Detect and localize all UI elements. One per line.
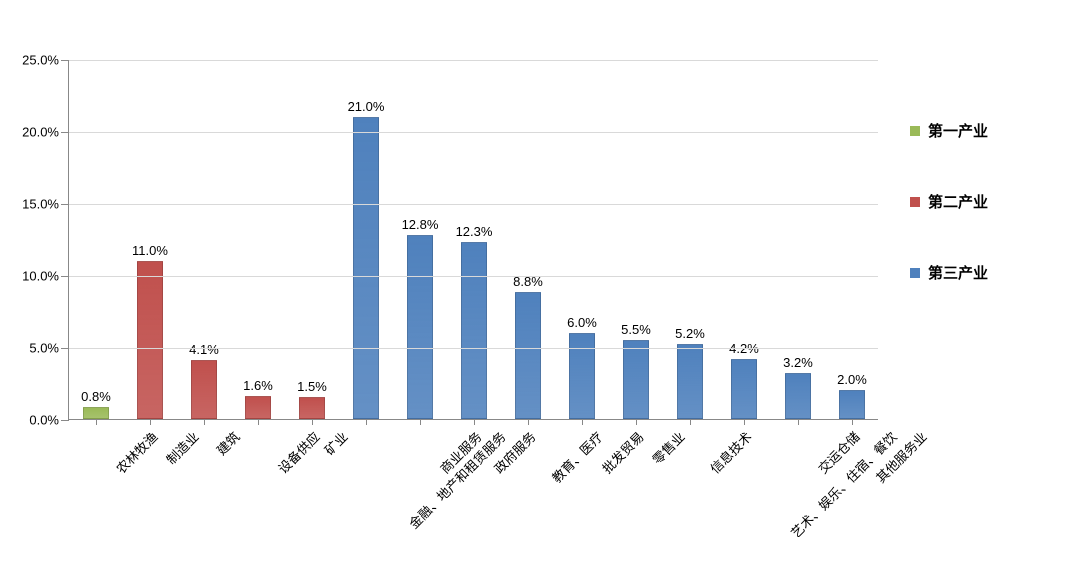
y-tick [61, 60, 69, 61]
legend-label: 第一产业 [928, 120, 988, 141]
x-tick [744, 419, 745, 425]
legend-label: 第二产业 [928, 191, 988, 212]
bar: 6.0% [569, 333, 595, 419]
bar-slot: 21.0%金融、地产和租赁服务 [339, 60, 393, 419]
x-tick [150, 419, 151, 425]
x-tick [258, 419, 259, 425]
bar-value-label: 11.0% [132, 243, 168, 258]
plot-area: 0.8%农林牧渔11.0%制造业4.1%建筑1.6%设备供应1.5%矿业21.0… [68, 60, 878, 420]
bar-value-label: 3.2% [783, 355, 813, 370]
bar-slot: 6.0%批发贸易 [555, 60, 609, 419]
x-tick [798, 419, 799, 425]
bar-value-label: 1.5% [297, 379, 327, 394]
x-axis-label: 制造业 [161, 427, 202, 468]
bar: 4.1% [191, 360, 217, 419]
chart-legend: 第一产业第二产业第三产业 [910, 120, 988, 333]
bar: 12.8% [407, 235, 433, 419]
x-tick [204, 419, 205, 425]
bar-value-label: 6.0% [567, 315, 597, 330]
bar: 5.5% [623, 340, 649, 419]
y-axis-label: 15.0% [22, 197, 59, 212]
bar-value-label: 12.8% [402, 217, 439, 232]
grid-line [69, 204, 878, 205]
bar-value-label: 4.1% [189, 342, 219, 357]
x-tick [582, 419, 583, 425]
x-axis-label: 建筑 [212, 427, 244, 459]
bar: 5.2% [677, 344, 703, 419]
bar-slot: 5.5%零售业 [609, 60, 663, 419]
bar: 21.0% [353, 117, 379, 419]
x-tick [366, 419, 367, 425]
bar-slot: 5.2%信息技术 [663, 60, 717, 419]
bar-slot: 4.2%艺术、娱乐、住宿、餐饮 [717, 60, 771, 419]
x-axis-label: 零售业 [647, 427, 688, 468]
bars-container: 0.8%农林牧渔11.0%制造业4.1%建筑1.6%设备供应1.5%矿业21.0… [69, 60, 878, 419]
y-tick [61, 132, 69, 133]
x-tick [528, 419, 529, 425]
bar-slot: 1.5%矿业 [285, 60, 339, 419]
bar: 12.3% [461, 242, 487, 419]
bar: 1.6% [245, 396, 271, 419]
y-tick [61, 276, 69, 277]
y-axis-label: 10.0% [22, 269, 59, 284]
x-axis-label: 设备供应 [273, 427, 323, 477]
bar-slot: 0.8%农林牧渔 [69, 60, 123, 419]
bar-value-label: 21.0% [348, 99, 385, 114]
bar: 0.8% [83, 407, 109, 419]
y-axis-label: 25.0% [22, 53, 59, 68]
bar: 8.8% [515, 292, 541, 419]
legend-swatch [910, 197, 920, 207]
legend-item: 第一产业 [910, 120, 988, 141]
bar: 2.0% [839, 390, 865, 419]
bar: 1.5% [299, 397, 325, 419]
y-axis-label: 0.0% [29, 413, 59, 428]
bar: 4.2% [731, 359, 757, 419]
bar-slot: 4.1%建筑 [177, 60, 231, 419]
bar: 3.2% [785, 373, 811, 419]
legend-swatch [910, 126, 920, 136]
bar: 11.0% [137, 261, 163, 419]
grid-line [69, 348, 878, 349]
bar-slot: 3.2%交运仓储 [771, 60, 825, 419]
x-tick [96, 419, 97, 425]
bar-slot: 1.6%设备供应 [231, 60, 285, 419]
bar-value-label: 12.3% [456, 224, 493, 239]
y-axis-label: 20.0% [22, 125, 59, 140]
bar-value-label: 5.5% [621, 322, 651, 337]
x-tick [312, 419, 313, 425]
industry-bar-chart: 0.8%农林牧渔11.0%制造业4.1%建筑1.6%设备供应1.5%矿业21.0… [0, 0, 1080, 566]
bar-value-label: 5.2% [675, 326, 705, 341]
y-tick [61, 348, 69, 349]
x-axis-label: 教育、医疗 [547, 427, 606, 486]
x-tick [420, 419, 421, 425]
x-axis-label: 信息技术 [705, 427, 755, 477]
bar-slot: 12.3%政府服务 [447, 60, 501, 419]
bar-slot: 8.8%教育、医疗 [501, 60, 555, 419]
x-tick [852, 419, 853, 425]
x-axis-label: 批发贸易 [597, 427, 647, 477]
bar-slot: 12.8%商业服务 [393, 60, 447, 419]
grid-line [69, 276, 878, 277]
grid-line [69, 132, 878, 133]
x-tick [474, 419, 475, 425]
x-axis-label: 农林牧渔 [111, 427, 161, 477]
legend-item: 第二产业 [910, 191, 988, 212]
x-tick [636, 419, 637, 425]
bar-value-label: 1.6% [243, 378, 273, 393]
y-axis-label: 5.0% [29, 341, 59, 356]
legend-swatch [910, 268, 920, 278]
y-tick [61, 204, 69, 205]
legend-item: 第三产业 [910, 262, 988, 283]
bar-slot: 2.0%其他服务业 [825, 60, 879, 419]
bar-slot: 11.0%制造业 [123, 60, 177, 419]
y-tick [61, 420, 69, 421]
x-tick [690, 419, 691, 425]
x-axis-label: 矿业 [320, 427, 352, 459]
legend-label: 第三产业 [928, 262, 988, 283]
bar-value-label: 0.8% [81, 389, 111, 404]
grid-line [69, 60, 878, 61]
bar-value-label: 2.0% [837, 372, 867, 387]
